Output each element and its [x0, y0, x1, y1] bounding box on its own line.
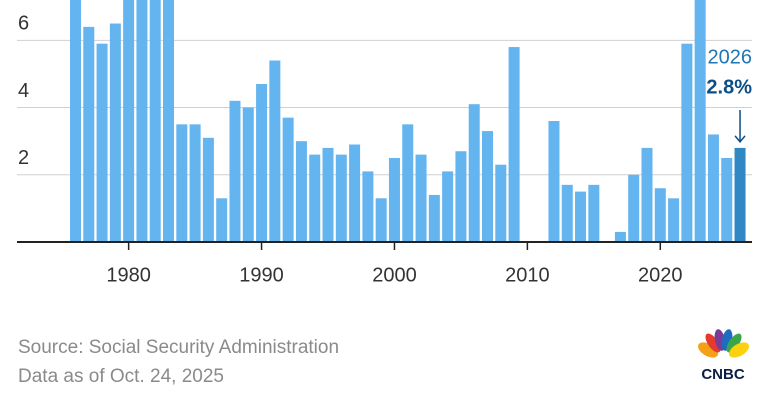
bar [734, 147, 746, 242]
bar [575, 191, 587, 242]
y-tick-label: 4 [18, 80, 29, 102]
bar [694, 0, 706, 242]
date-note: Data as of Oct. 24, 2025 [18, 366, 224, 387]
annotation-year: 2026 [708, 46, 753, 68]
bar [136, 0, 148, 242]
bar [256, 84, 268, 242]
bar [176, 124, 188, 242]
bar [322, 147, 334, 242]
bar [269, 60, 281, 242]
bar [415, 154, 427, 242]
value-label: 2.8% [706, 76, 752, 98]
bar [668, 198, 680, 242]
bar [628, 174, 640, 242]
bar [282, 117, 294, 242]
logo-peacock [698, 329, 749, 358]
logo-text: CNBC [701, 366, 744, 383]
bar [561, 184, 573, 242]
bar [495, 164, 507, 242]
bar [402, 124, 414, 242]
bar [508, 47, 520, 242]
bar [335, 154, 347, 242]
source-note: Source: Social Security Administration [18, 337, 339, 358]
bar [721, 157, 733, 242]
bar [468, 104, 480, 242]
bar [375, 198, 387, 242]
annotation-arrowhead [734, 135, 746, 144]
bar [163, 0, 175, 242]
bar [588, 184, 600, 242]
bar [202, 137, 214, 242]
bar [707, 134, 719, 242]
bar [189, 124, 201, 242]
y-tick-label: 2 [18, 147, 29, 169]
bar [149, 0, 161, 242]
y-tick-label: 6 [18, 13, 29, 35]
x-tick-label: 2020 [638, 264, 683, 286]
bar [242, 107, 254, 242]
bar [482, 131, 494, 242]
bar [229, 100, 241, 242]
bar [388, 157, 400, 242]
bar [362, 171, 374, 242]
bar [69, 0, 81, 242]
bar [96, 43, 108, 242]
bar [548, 121, 560, 242]
bar [109, 23, 121, 242]
bar [216, 198, 228, 242]
bar [428, 194, 440, 242]
bar [123, 0, 135, 242]
bar [681, 43, 693, 242]
bar [455, 151, 467, 242]
bar [83, 26, 95, 242]
bar [349, 144, 361, 242]
bar [614, 231, 626, 242]
bar [309, 154, 321, 242]
bar [295, 141, 307, 242]
x-tick-label: 1990 [239, 264, 284, 286]
bar [654, 188, 666, 242]
footer: Source: Social Security Administration D… [18, 329, 749, 387]
x-tick-label: 2000 [372, 264, 417, 286]
bar [442, 171, 454, 242]
x-tick-label: 2010 [505, 264, 550, 286]
x-tick-label: 1980 [106, 264, 151, 286]
bar [641, 147, 653, 242]
